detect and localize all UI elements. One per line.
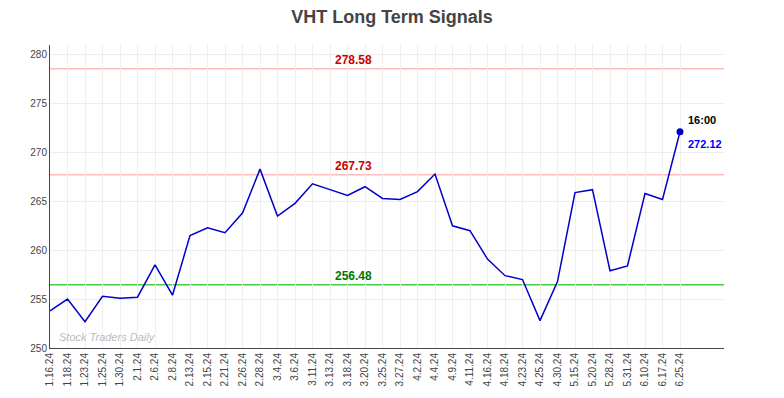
svg-text:4.11.24: 4.11.24	[464, 353, 475, 386]
svg-text:2.26.24: 2.26.24	[237, 353, 248, 387]
svg-text:272.12: 272.12	[688, 138, 722, 150]
svg-text:2.21.24: 2.21.24	[219, 353, 230, 387]
svg-text:6.25.24: 6.25.24	[674, 353, 685, 387]
svg-text:5.20.24: 5.20.24	[587, 353, 598, 387]
svg-text:3.18.24: 3.18.24	[342, 353, 353, 387]
svg-text:4.2.24: 4.2.24	[412, 353, 423, 381]
svg-text:260: 260	[30, 245, 47, 256]
svg-text:255: 255	[30, 294, 47, 305]
svg-text:1.18.24: 1.18.24	[62, 353, 73, 387]
svg-text:2.13.24: 2.13.24	[184, 353, 195, 387]
svg-text:4.16.24: 4.16.24	[482, 353, 493, 387]
svg-text:2.1.24: 2.1.24	[132, 353, 143, 381]
svg-text:2.15.24: 2.15.24	[202, 353, 213, 387]
svg-text:4.4.24: 4.4.24	[429, 353, 440, 381]
svg-text:1.23.24: 1.23.24	[79, 353, 90, 387]
svg-text:265: 265	[30, 196, 47, 207]
svg-text:2.6.24: 2.6.24	[149, 353, 160, 381]
svg-text:280: 280	[30, 49, 47, 60]
svg-text:2.8.24: 2.8.24	[167, 353, 178, 381]
svg-text:5.28.24: 5.28.24	[604, 353, 615, 387]
svg-text:2.28.24: 2.28.24	[254, 353, 265, 387]
svg-text:1.25.24: 1.25.24	[97, 353, 108, 387]
svg-text:250: 250	[30, 343, 47, 354]
svg-text:4.23.24: 4.23.24	[517, 353, 528, 387]
svg-text:270: 270	[30, 147, 47, 158]
svg-text:VHT Long Term Signals: VHT Long Term Signals	[291, 7, 493, 27]
svg-text:3.11.24: 3.11.24	[307, 353, 318, 386]
svg-text:267.73: 267.73	[335, 159, 372, 173]
svg-text:4.9.24: 4.9.24	[447, 353, 458, 381]
svg-text:1.30.24: 1.30.24	[114, 353, 125, 387]
svg-text:5.15.24: 5.15.24	[569, 353, 580, 387]
svg-text:6.17.24: 6.17.24	[657, 353, 668, 387]
svg-text:275: 275	[30, 98, 47, 109]
svg-text:4.25.24: 4.25.24	[534, 353, 545, 387]
svg-text:16:00: 16:00	[688, 114, 716, 126]
svg-text:3.13.24: 3.13.24	[324, 353, 335, 387]
svg-text:278.58: 278.58	[335, 53, 372, 67]
svg-text:3.4.24: 3.4.24	[272, 353, 283, 381]
svg-text:6.10.24: 6.10.24	[639, 353, 650, 387]
svg-text:3.27.24: 3.27.24	[394, 353, 405, 387]
svg-text:3.6.24: 3.6.24	[289, 353, 300, 381]
svg-text:4.30.24: 4.30.24	[552, 353, 563, 387]
svg-text:1.16.24: 1.16.24	[44, 353, 55, 387]
svg-text:256.48: 256.48	[335, 269, 372, 283]
svg-text:Stock Traders Daily: Stock Traders Daily	[59, 331, 156, 343]
svg-text:5.31.24: 5.31.24	[622, 353, 633, 387]
svg-text:3.25.24: 3.25.24	[377, 353, 388, 387]
svg-text:4.18.24: 4.18.24	[499, 353, 510, 387]
svg-text:3.20.24: 3.20.24	[359, 353, 370, 387]
